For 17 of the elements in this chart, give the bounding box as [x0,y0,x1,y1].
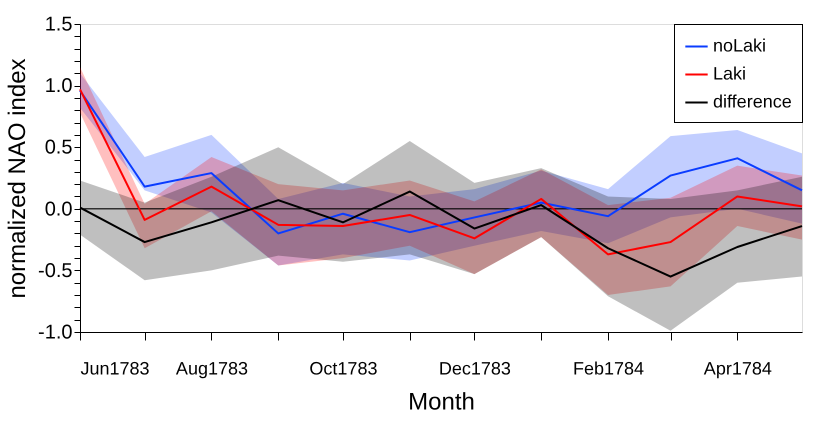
x-tick-label: Dec1783 [438,358,511,378]
x-tick-label: Apr1784 [704,358,772,378]
y-tick-label: 0.5 [44,136,72,159]
x-tick-label: Feb1784 [573,358,644,378]
legend-label: noLaki [713,36,766,56]
y-tick-label: 0.0 [44,198,72,220]
y-tick-label: 1.0 [44,75,72,98]
y-tick-label: -1.0 [38,322,72,344]
x-tick-label: Oct1783 [309,358,378,378]
legend-label: difference [713,92,792,112]
y-axis-title: normalized NAO index [4,58,32,299]
x-axis-title: Month [408,388,475,416]
x-tick-label: Jun1783 [80,358,150,378]
y-tick-label: -0.5 [38,260,72,282]
x-tick-label: Aug1783 [176,358,248,378]
y-tick-label: 1.5 [44,14,72,36]
legend-label: Laki [713,64,746,84]
